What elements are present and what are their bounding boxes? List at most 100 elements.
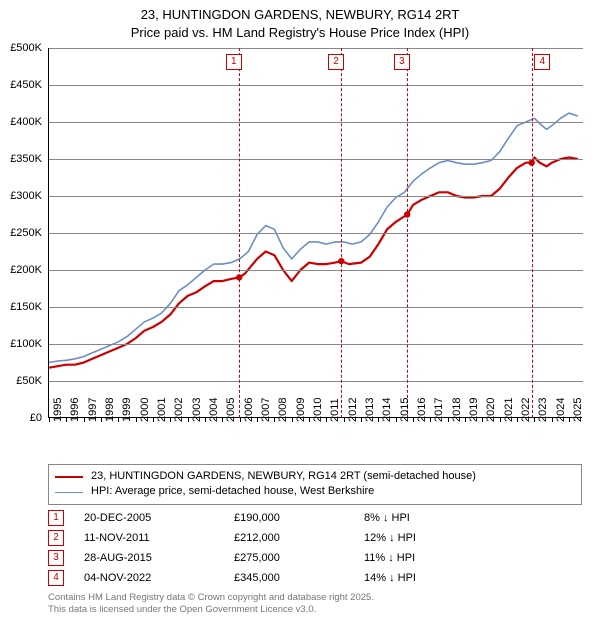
x-tick <box>66 418 67 422</box>
x-tick-label: 2016 <box>416 398 428 422</box>
gridline <box>49 159 583 160</box>
x-tick-label: 2001 <box>156 398 168 422</box>
x-tick <box>396 418 397 422</box>
x-tick <box>430 418 431 422</box>
sale-date: 20-DEC-2005 <box>84 512 234 524</box>
y-tick-label: £150K <box>0 301 42 313</box>
y-tick-label: £350K <box>0 153 42 165</box>
x-tick <box>361 418 362 422</box>
sale-price: £190,000 <box>234 512 364 524</box>
sale-vline <box>532 48 533 418</box>
sale-diff: 12% ↓ HPI <box>364 532 582 544</box>
sale-marker: 4 <box>48 570 64 586</box>
x-tick-label: 2000 <box>139 398 151 422</box>
sale-diff: 14% ↓ HPI <box>364 572 582 584</box>
x-tick-label: 2005 <box>225 398 237 422</box>
sale-price: £275,000 <box>234 552 364 564</box>
x-tick <box>292 418 293 422</box>
x-tick-label: 2015 <box>399 398 411 422</box>
gridline <box>49 48 583 49</box>
gridline <box>49 196 583 197</box>
y-tick-label: £50K <box>0 375 42 387</box>
legend-row: 23, HUNTINGDON GARDENS, NEWBURY, RG14 2R… <box>55 469 575 484</box>
x-tick <box>482 418 483 422</box>
gridline <box>49 85 583 86</box>
sale-vline <box>341 48 342 418</box>
chart-area: 1234 £0£50K£100K£150K£200K£250K£300K£350… <box>48 48 582 418</box>
footer-line-2: This data is licensed under the Open Gov… <box>48 604 374 616</box>
x-tick <box>552 418 553 422</box>
x-tick-label: 2023 <box>537 398 549 422</box>
chart-container: 23, HUNTINGDON GARDENS, NEWBURY, RG14 2R… <box>0 0 600 620</box>
x-tick <box>569 418 570 422</box>
sales-row: 2 11-NOV-2011 £212,000 12% ↓ HPI <box>48 528 582 548</box>
y-tick-label: £450K <box>0 79 42 91</box>
x-tick <box>326 418 327 422</box>
x-tick-label: 2012 <box>347 398 359 422</box>
footer: Contains HM Land Registry data © Crown c… <box>48 592 374 616</box>
sale-box: 3 <box>394 54 410 70</box>
x-tick-label: 2007 <box>260 398 272 422</box>
y-tick-label: £400K <box>0 116 42 128</box>
legend-swatch <box>55 476 83 478</box>
x-tick <box>153 418 154 422</box>
x-tick-label: 2022 <box>520 398 532 422</box>
legend-label: HPI: Average price, semi-detached house,… <box>91 484 374 499</box>
x-tick <box>222 418 223 422</box>
y-tick-label: £250K <box>0 227 42 239</box>
y-tick-label: £0 <box>0 412 42 424</box>
x-tick-label: 2020 <box>485 398 497 422</box>
x-tick-label: 2021 <box>503 398 515 422</box>
y-tick-label: £200K <box>0 264 42 276</box>
x-tick <box>465 418 466 422</box>
x-tick <box>84 418 85 422</box>
sale-date: 11-NOV-2011 <box>84 532 234 544</box>
x-tick-label: 1999 <box>121 398 133 422</box>
sales-row: 4 04-NOV-2022 £345,000 14% ↓ HPI <box>48 568 582 588</box>
x-tick <box>413 418 414 422</box>
sale-vline <box>407 48 408 418</box>
x-tick-label: 2019 <box>468 398 480 422</box>
sale-price: £345,000 <box>234 572 364 584</box>
sale-diff: 8% ↓ HPI <box>364 512 582 524</box>
y-tick-label: £300K <box>0 190 42 202</box>
x-tick <box>448 418 449 422</box>
x-tick-label: 1996 <box>69 398 81 422</box>
sale-vline <box>239 48 240 418</box>
sale-diff: 11% ↓ HPI <box>364 552 582 564</box>
gridline <box>49 233 583 234</box>
sale-marker: 1 <box>48 510 64 526</box>
legend: 23, HUNTINGDON GARDENS, NEWBURY, RG14 2R… <box>48 464 582 505</box>
x-tick <box>136 418 137 422</box>
x-tick-label: 2009 <box>295 398 307 422</box>
y-tick-label: £100K <box>0 338 42 350</box>
x-tick-label: 2025 <box>572 398 584 422</box>
title-line-2: Price paid vs. HM Land Registry's House … <box>0 24 600 42</box>
footer-line-1: Contains HM Land Registry data © Crown c… <box>48 592 374 604</box>
plot-region: 1234 <box>48 48 582 418</box>
x-tick-label: 2008 <box>277 398 289 422</box>
x-tick-label: 2002 <box>173 398 185 422</box>
x-tick-label: 2006 <box>243 398 255 422</box>
x-tick <box>517 418 518 422</box>
gridline <box>49 270 583 271</box>
gridline <box>49 122 583 123</box>
sale-date: 28-AUG-2015 <box>84 552 234 564</box>
sales-table: 1 20-DEC-2005 £190,000 8% ↓ HPI 2 11-NOV… <box>48 508 582 588</box>
sale-box: 1 <box>226 54 242 70</box>
x-tick <box>344 418 345 422</box>
x-tick-label: 1997 <box>87 398 99 422</box>
sale-box: 2 <box>328 54 344 70</box>
title-line-1: 23, HUNTINGDON GARDENS, NEWBURY, RG14 2R… <box>0 6 600 24</box>
series-hpi <box>49 113 578 362</box>
x-tick <box>534 418 535 422</box>
y-tick-label: £500K <box>0 42 42 54</box>
x-tick <box>309 418 310 422</box>
x-tick <box>101 418 102 422</box>
x-tick <box>378 418 379 422</box>
sale-marker: 3 <box>48 550 64 566</box>
x-tick-label: 2011 <box>329 398 341 422</box>
sales-row: 3 28-AUG-2015 £275,000 11% ↓ HPI <box>48 548 582 568</box>
x-tick-label: 2018 <box>451 398 463 422</box>
legend-swatch <box>55 492 83 493</box>
